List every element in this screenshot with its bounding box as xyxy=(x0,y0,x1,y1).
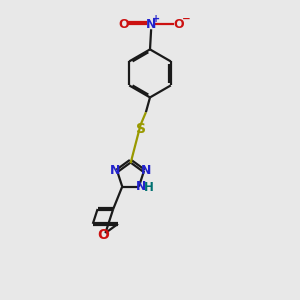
Text: S: S xyxy=(136,122,146,136)
Text: O: O xyxy=(173,18,184,31)
Text: +: + xyxy=(152,14,160,24)
Text: N: N xyxy=(136,180,146,193)
Text: N: N xyxy=(110,164,120,177)
Text: O: O xyxy=(97,228,109,242)
Text: O: O xyxy=(118,18,129,31)
Text: −: − xyxy=(182,14,190,24)
Text: H: H xyxy=(144,181,153,194)
Text: N: N xyxy=(141,164,151,177)
Text: N: N xyxy=(146,18,156,31)
